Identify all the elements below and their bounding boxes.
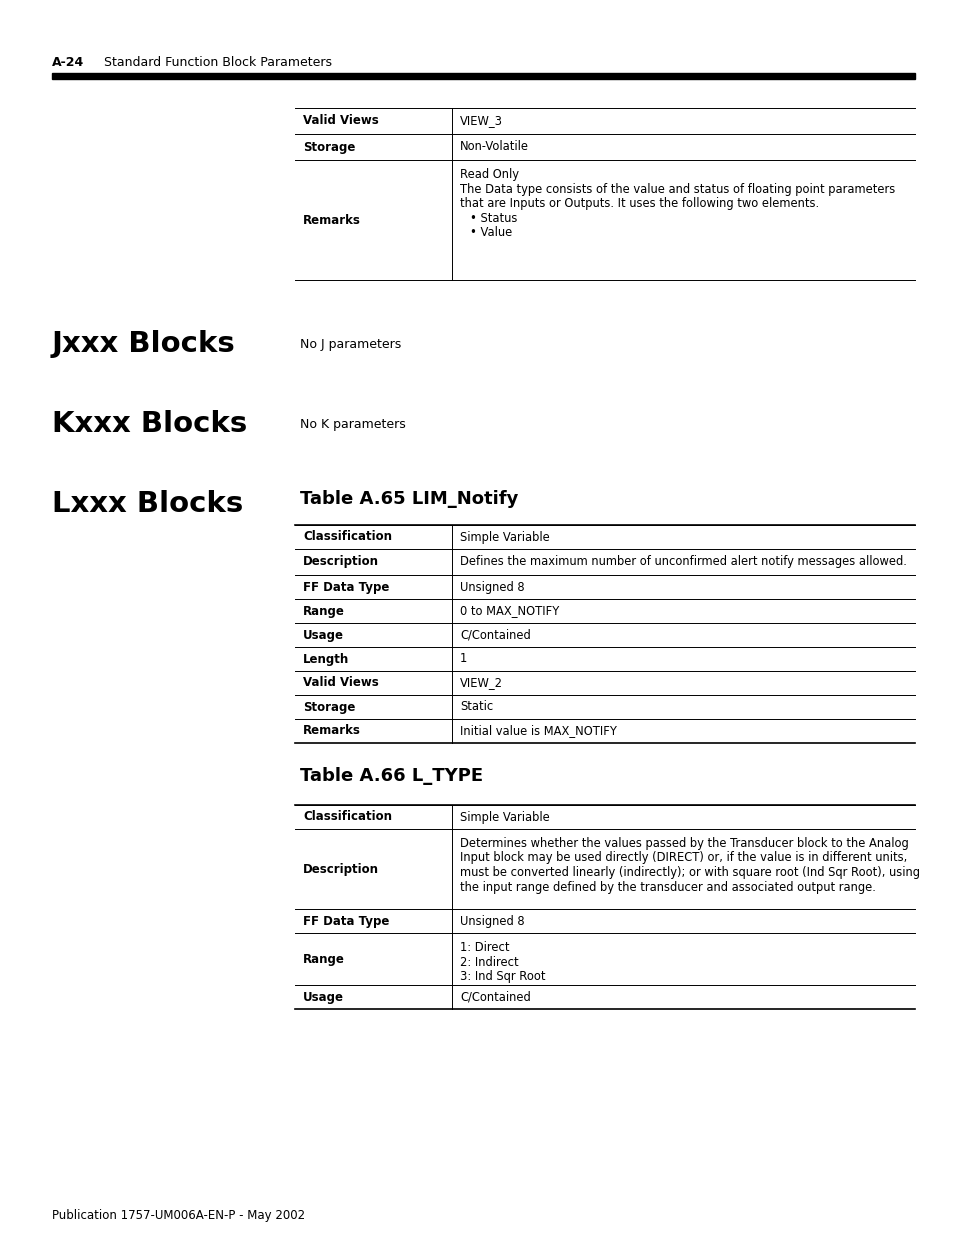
Text: Remarks: Remarks [303, 725, 360, 737]
Text: Valid Views: Valid Views [303, 115, 378, 127]
Text: 1: Direct: 1: Direct [459, 941, 509, 953]
Text: Remarks: Remarks [303, 214, 360, 226]
Text: Range: Range [303, 604, 345, 618]
Text: Initial value is MAX_NOTIFY: Initial value is MAX_NOTIFY [459, 725, 617, 737]
Text: • Status: • Status [470, 211, 517, 225]
Text: The Data type consists of the value and status of floating point parameters: The Data type consists of the value and … [459, 183, 894, 195]
Text: Storage: Storage [303, 141, 355, 153]
Text: Input block may be used directly (DIRECT) or, if the value is in different units: Input block may be used directly (DIRECT… [459, 851, 906, 864]
Text: Valid Views: Valid Views [303, 677, 378, 689]
Text: A-24: A-24 [52, 56, 84, 68]
Text: No K parameters: No K parameters [299, 417, 405, 431]
Text: Static: Static [459, 700, 493, 714]
Text: Description: Description [303, 862, 378, 876]
Text: C/Contained: C/Contained [459, 629, 530, 641]
Text: Jxxx Blocks: Jxxx Blocks [52, 330, 235, 358]
Text: Unsigned 8: Unsigned 8 [459, 914, 524, 927]
Text: Storage: Storage [303, 700, 355, 714]
Text: Kxxx Blocks: Kxxx Blocks [52, 410, 247, 438]
Text: C/Contained: C/Contained [459, 990, 530, 1004]
Text: Lxxx Blocks: Lxxx Blocks [52, 490, 243, 517]
Text: Simple Variable: Simple Variable [459, 531, 549, 543]
Text: FF Data Type: FF Data Type [303, 914, 389, 927]
Text: Read Only: Read Only [459, 168, 518, 182]
Text: Non-Volatile: Non-Volatile [459, 141, 529, 153]
Text: 0 to MAX_NOTIFY: 0 to MAX_NOTIFY [459, 604, 558, 618]
Text: that are Inputs or Outputs. It uses the following two elements.: that are Inputs or Outputs. It uses the … [459, 198, 819, 210]
Text: Classification: Classification [303, 810, 392, 824]
Text: 3: Ind Sqr Root: 3: Ind Sqr Root [459, 969, 545, 983]
Text: 1: 1 [459, 652, 467, 666]
Text: Unsigned 8: Unsigned 8 [459, 580, 524, 594]
Text: Table A.66 L_TYPE: Table A.66 L_TYPE [299, 767, 482, 785]
Text: must be converted linearly (indirectly); or with square root (Ind Sqr Root), usi: must be converted linearly (indirectly);… [459, 866, 919, 879]
Text: Publication 1757-UM006A-EN-P - May 2002: Publication 1757-UM006A-EN-P - May 2002 [52, 1209, 305, 1221]
Text: Determines whether the values passed by the Transducer block to the Analog: Determines whether the values passed by … [459, 837, 908, 850]
Text: FF Data Type: FF Data Type [303, 580, 389, 594]
Text: 2: Indirect: 2: Indirect [459, 956, 518, 968]
Bar [52, 73, 914, 79]
Text: Usage: Usage [303, 629, 344, 641]
Text: Length: Length [303, 652, 349, 666]
Text: Classification: Classification [303, 531, 392, 543]
Text: No J parameters: No J parameters [299, 338, 401, 351]
Text: Usage: Usage [303, 990, 344, 1004]
Text: VIEW_3: VIEW_3 [459, 115, 502, 127]
Text: • Value: • Value [470, 226, 512, 240]
Text: Description: Description [303, 556, 378, 568]
Text: Table A.65 LIM_Notify: Table A.65 LIM_Notify [299, 490, 517, 508]
Text: the input range defined by the transducer and associated output range.: the input range defined by the transduce… [459, 881, 875, 893]
Text: VIEW_2: VIEW_2 [459, 677, 502, 689]
Text: Standard Function Block Parameters: Standard Function Block Parameters [104, 56, 332, 68]
Text: Range: Range [303, 952, 345, 966]
Text: Simple Variable: Simple Variable [459, 810, 549, 824]
Text: Defines the maximum number of unconfirmed alert notify messages allowed.: Defines the maximum number of unconfirme… [459, 556, 906, 568]
